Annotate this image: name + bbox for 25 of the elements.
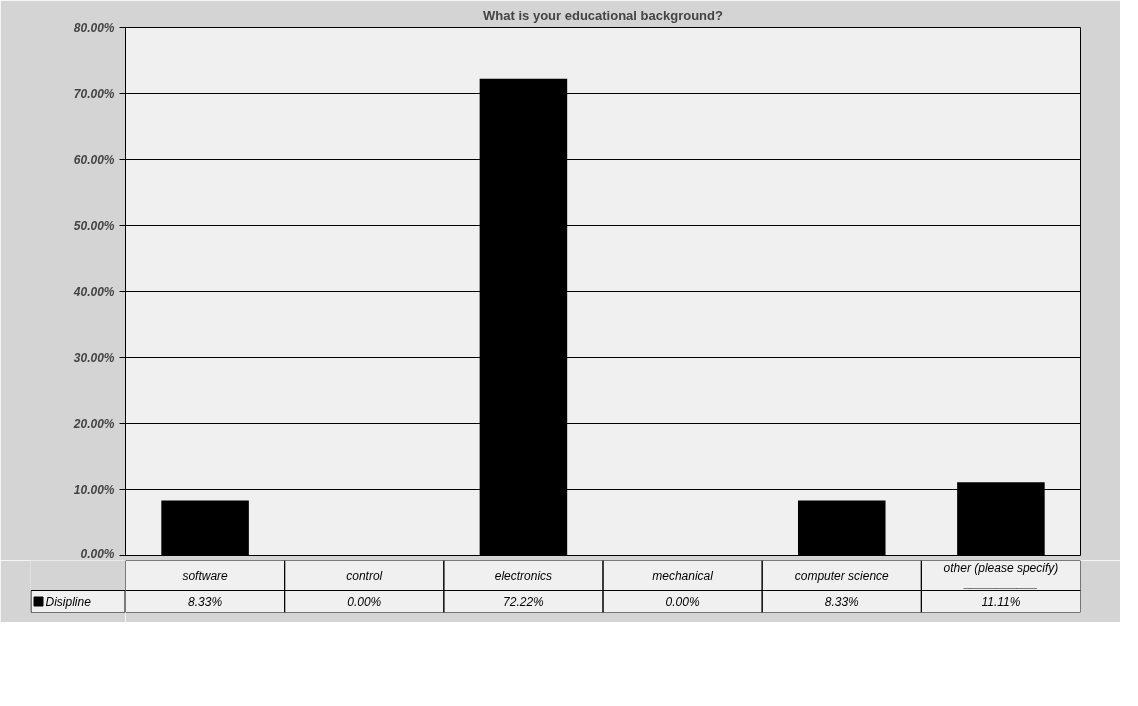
data-label: 8.33% bbox=[824, 594, 860, 609]
y-tick-label: 30.00% bbox=[73, 350, 115, 365]
x-tick-label: other (please specify) ___________ bbox=[943, 560, 1059, 591]
bar bbox=[161, 500, 249, 556]
data-label: 8.33% bbox=[188, 594, 223, 609]
data-label: 0.00% bbox=[347, 594, 382, 609]
y-tick-label: 0.00% bbox=[80, 546, 115, 561]
y-tick-label: 20.00% bbox=[72, 416, 115, 431]
x-tick-label: control bbox=[346, 568, 383, 583]
legend-label: Disipline bbox=[45, 594, 92, 609]
x-tick-label: mechanical bbox=[652, 568, 714, 583]
y-tick-label: 70.00% bbox=[73, 86, 115, 101]
y-tick-label: 40.00% bbox=[72, 284, 115, 299]
data-label: 11.11% bbox=[981, 594, 1021, 609]
y-tick-label: 50.00% bbox=[73, 218, 115, 233]
x-tick-label: software bbox=[182, 568, 229, 583]
bar bbox=[797, 500, 886, 556]
y-tick-label: 60.00% bbox=[73, 152, 115, 167]
data-label: 0.00% bbox=[665, 594, 700, 609]
y-tick-label: 80.00% bbox=[73, 20, 115, 35]
x-tick-label: electronics bbox=[494, 568, 553, 583]
data-label: 72.22% bbox=[503, 594, 545, 609]
x-tick-label: computer science bbox=[794, 568, 890, 583]
y-tick-label: 10.00% bbox=[73, 482, 115, 497]
chart-title: What is your educational background? bbox=[483, 7, 723, 23]
